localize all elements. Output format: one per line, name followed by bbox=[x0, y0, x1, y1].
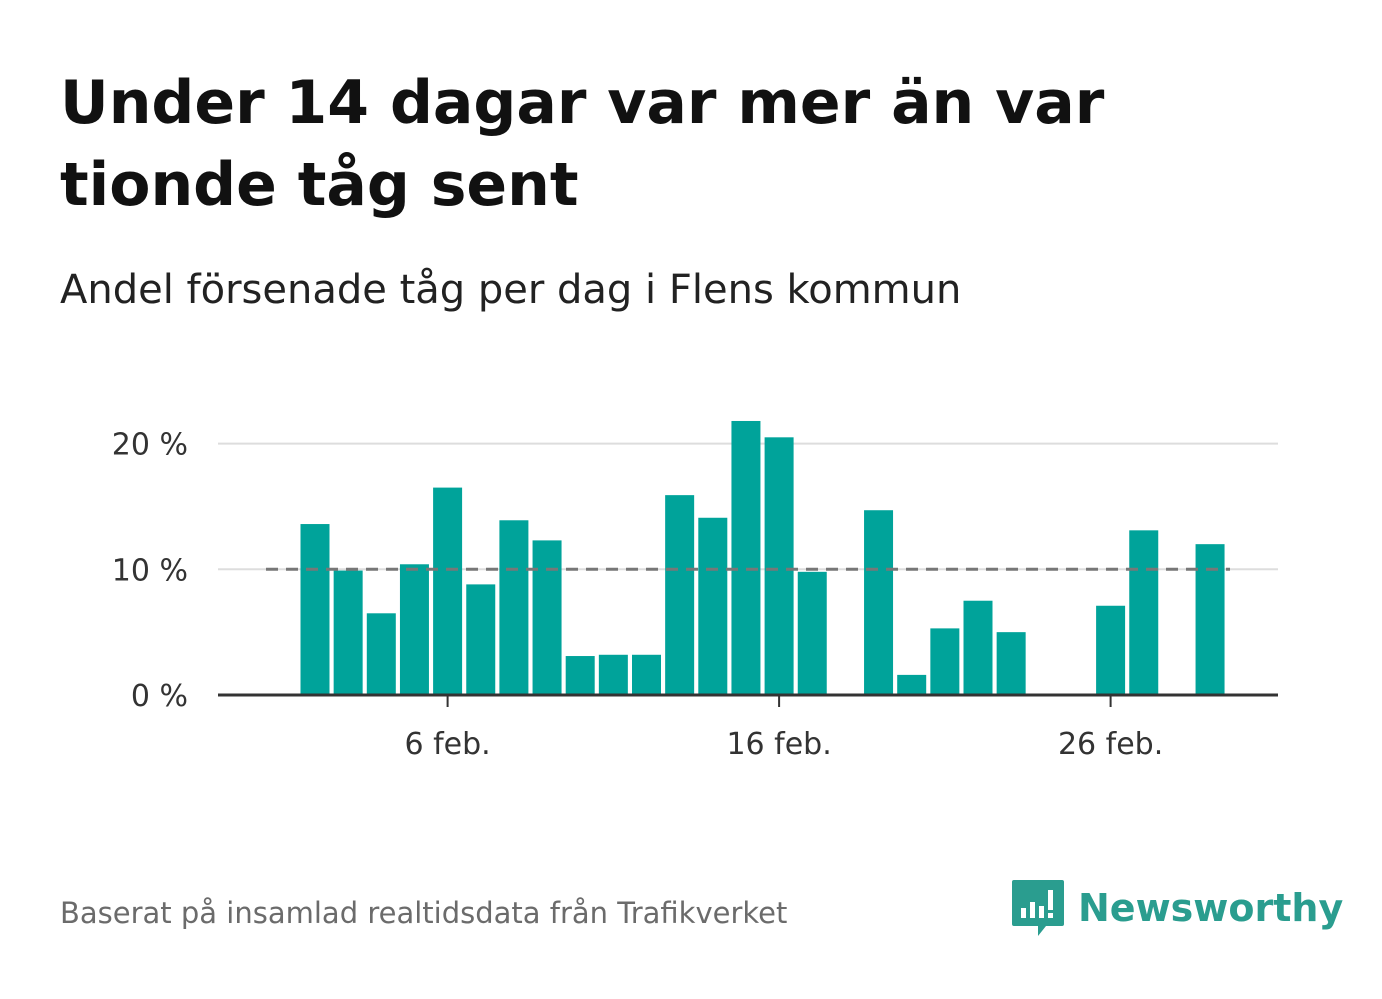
newsworthy-icon bbox=[1012, 880, 1064, 936]
bar bbox=[366, 613, 396, 695]
bar bbox=[996, 632, 1026, 695]
bar bbox=[466, 584, 496, 695]
chart-title: Under 14 dagar var mer än var tionde tåg… bbox=[60, 68, 1105, 220]
bar bbox=[333, 570, 363, 695]
x-tick-label: 16 feb. bbox=[726, 727, 831, 762]
bar bbox=[499, 520, 529, 695]
bar bbox=[399, 564, 429, 695]
bar bbox=[665, 495, 695, 695]
bar bbox=[797, 571, 827, 695]
bar bbox=[532, 540, 562, 695]
y-tick-label: 20 % bbox=[112, 428, 188, 463]
bar bbox=[632, 654, 661, 695]
bar bbox=[300, 524, 330, 695]
bar bbox=[433, 487, 463, 695]
bar bbox=[764, 437, 794, 695]
bar bbox=[698, 517, 728, 695]
bar-chart: 0 % 10 % 20 % 6 feb. 16 feb. 26 feb. bbox=[112, 420, 1278, 762]
bar bbox=[1195, 544, 1225, 695]
bar bbox=[598, 654, 628, 695]
x-axis bbox=[218, 693, 1278, 707]
x-axis-labels: 6 feb. 16 feb. 26 feb. bbox=[404, 727, 1163, 762]
x-tick-label: 6 feb. bbox=[404, 727, 490, 762]
y-tick-label: 0 % bbox=[131, 679, 188, 714]
bar bbox=[1096, 605, 1126, 695]
bar bbox=[963, 600, 993, 695]
newsworthy-logo: Newsworthy bbox=[1010, 878, 1343, 938]
bar bbox=[731, 420, 761, 695]
x-tick-label: 26 feb. bbox=[1058, 727, 1163, 762]
bars bbox=[300, 420, 1225, 695]
bar bbox=[864, 510, 894, 695]
bar bbox=[897, 674, 927, 695]
bar bbox=[1129, 530, 1159, 695]
y-tick-label: 10 % bbox=[112, 553, 188, 588]
bar bbox=[565, 656, 595, 695]
y-axis-labels: 0 % 10 % 20 % bbox=[112, 428, 188, 714]
bar bbox=[930, 628, 960, 695]
source-note: Baserat på insamlad realtidsdata från Tr… bbox=[60, 896, 788, 930]
brand-name: Newsworthy bbox=[1078, 886, 1344, 930]
chart-subtitle: Andel försenade tåg per dag i Flens komm… bbox=[60, 267, 962, 313]
